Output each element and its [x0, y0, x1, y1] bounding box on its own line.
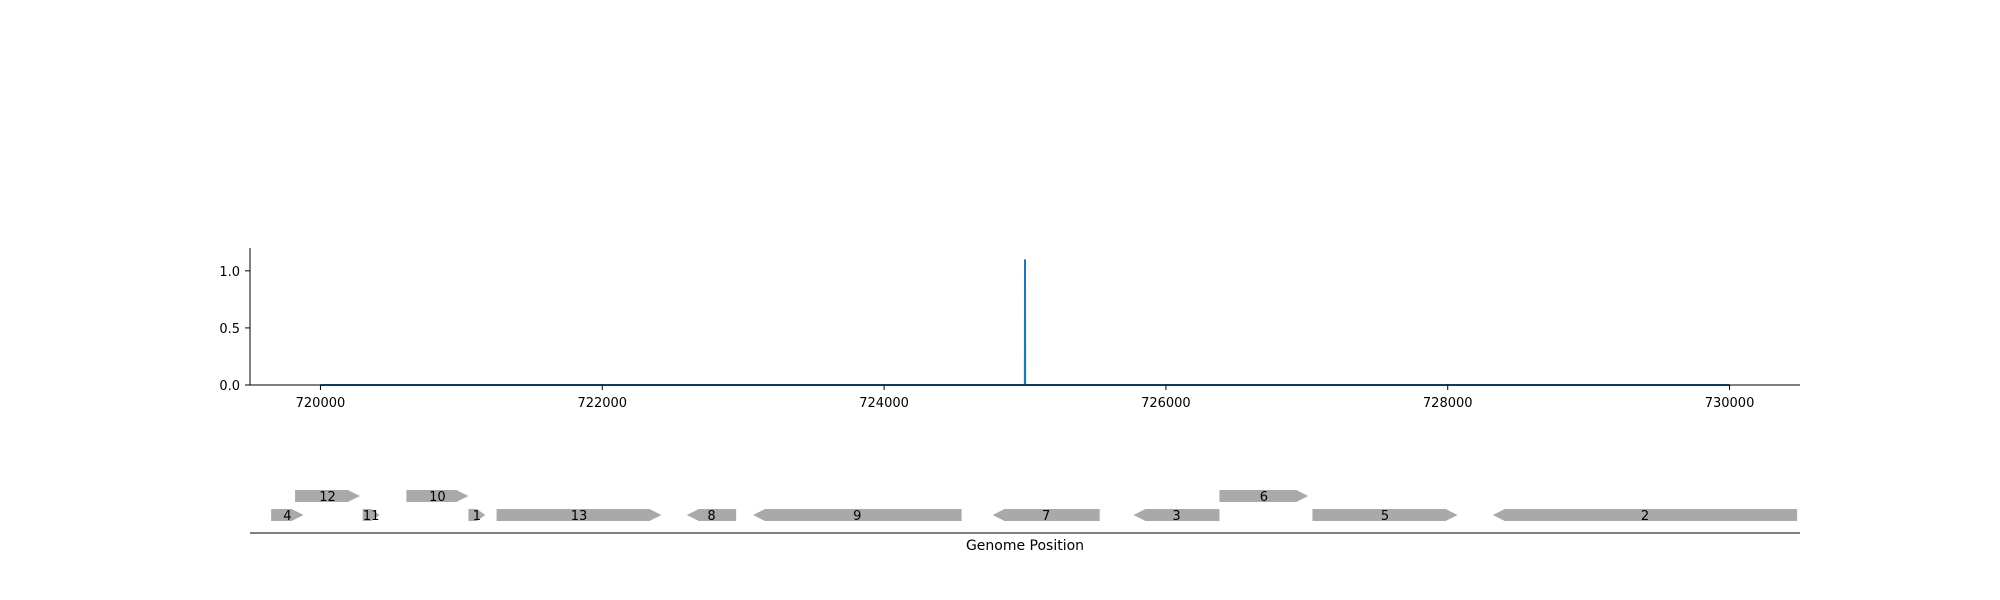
signal-line	[320, 259, 1730, 386]
gene-label: 1	[473, 509, 481, 524]
gene-label: 2	[1641, 509, 1649, 524]
gene-11: 11	[362, 509, 380, 524]
gene-5: 5	[1312, 509, 1458, 524]
gene-arrow	[1133, 509, 1220, 521]
gene-label: 13	[571, 509, 588, 524]
gene-label: 4	[283, 509, 291, 524]
gene-arrow	[1219, 490, 1309, 502]
y-tick-label: 0.5	[219, 322, 240, 337]
gene-arrow	[753, 509, 962, 521]
gene-arrow	[271, 509, 304, 521]
y-ticks: 0.0 0.5 1.0	[219, 265, 250, 394]
gene-label: 10	[429, 490, 446, 505]
gene-track: 4 11 1 13 8 9 7 3 5 212 10 6 Genome Position	[250, 490, 1800, 554]
gene-label: 8	[707, 509, 715, 524]
gene-6: 6	[1219, 490, 1309, 505]
gene-arrow	[686, 509, 737, 521]
gene-arrow	[1312, 509, 1458, 521]
x-tick-label: 730000	[1705, 396, 1755, 411]
y-tick-label: 1.0	[219, 265, 240, 280]
gene-arrow	[406, 490, 469, 502]
gene-13: 13	[496, 509, 662, 524]
gene-arrow	[1492, 509, 1798, 521]
gene-label: 12	[319, 490, 336, 505]
y-tick-label: 0.0	[219, 379, 240, 394]
gene-1: 1	[468, 509, 486, 524]
x-tick-label: 724000	[859, 396, 909, 411]
gene-arrows: 4 11 1 13 8 9 7 3 5 212 10 6	[271, 490, 1798, 524]
x-tick-label: 722000	[577, 396, 627, 411]
x-tick-label: 720000	[296, 396, 346, 411]
x-tick-label: 728000	[1423, 396, 1473, 411]
gene-label: 7	[1042, 509, 1050, 524]
gene-10: 10	[406, 490, 469, 505]
x-tick-label: 726000	[1141, 396, 1191, 411]
gene-9: 9	[753, 509, 962, 524]
gene-7: 7	[992, 509, 1100, 524]
gene-label: 6	[1260, 490, 1268, 505]
gene-label: 9	[853, 509, 861, 524]
gene-12: 12	[295, 490, 360, 505]
signal-series	[320, 259, 1730, 386]
gene-arrow	[992, 509, 1100, 521]
gene-8: 8	[686, 509, 737, 524]
gene-2: 2	[1492, 509, 1798, 524]
gene-label: 11	[363, 509, 380, 524]
signal-plot: 720000 722000 724000 726000 728000 730000 0.0…	[219, 248, 1800, 411]
gene-3: 3	[1133, 509, 1220, 524]
gene-arrow	[295, 490, 360, 502]
x-axis-title: Genome Position	[966, 538, 1084, 554]
gene-arrow	[496, 509, 662, 521]
x-ticks: 720000 722000 724000 726000 728000 730000	[296, 385, 1755, 411]
gene-arrow	[468, 509, 486, 521]
gene-arrow	[362, 509, 380, 521]
gene-4: 4	[271, 509, 304, 524]
gene-label: 5	[1381, 509, 1389, 524]
gene-label: 3	[1172, 509, 1180, 524]
